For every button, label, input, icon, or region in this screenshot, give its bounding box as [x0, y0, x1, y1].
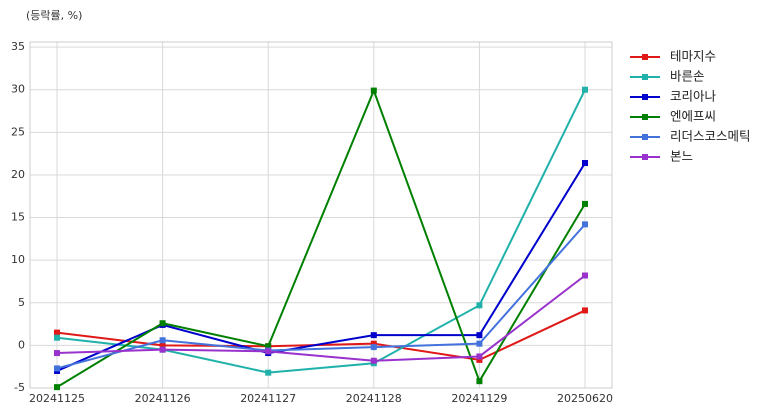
y-tick-label: 5 [18, 296, 25, 309]
point [582, 221, 588, 228]
point [476, 302, 483, 309]
legend-label: 코리아나 [670, 89, 717, 104]
legend-marker [642, 114, 648, 120]
point [265, 369, 272, 376]
point [54, 334, 60, 341]
legend-label: 엔에프씨 [670, 109, 716, 124]
x-tick-label: 20241126 [135, 392, 191, 405]
x-tick-label: 20241127 [240, 392, 296, 405]
y-axis-label: (등락률, %) [26, 9, 82, 22]
y-tick-label: 35 [11, 40, 25, 53]
point [370, 357, 377, 364]
series-line [56, 89, 586, 374]
point [476, 353, 483, 360]
point [476, 340, 483, 347]
legend-label: 테마지수 [670, 49, 716, 64]
legend-marker [642, 134, 648, 140]
point [370, 332, 377, 339]
y-tick-label: 20 [11, 168, 25, 181]
legend-marker [642, 94, 648, 100]
y-tick-label: 25 [11, 125, 25, 138]
series-line [56, 274, 586, 362]
point [54, 350, 60, 357]
x-tick-label: 20241128 [346, 392, 402, 405]
point [54, 365, 60, 372]
point [582, 307, 588, 314]
y-tick-label: 0 [18, 338, 25, 351]
point [476, 378, 483, 385]
y-tick-label: 30 [11, 83, 25, 96]
y-tick-label: 10 [11, 253, 25, 266]
point [582, 200, 588, 207]
point [476, 332, 483, 339]
point [370, 87, 377, 94]
point [476, 356, 483, 363]
legend-marker [642, 54, 648, 60]
legend-marker [642, 74, 648, 80]
point [582, 272, 588, 279]
plot-frame [29, 41, 613, 389]
legend-label: 바른손 [670, 69, 705, 84]
x-tick-label: 20241129 [451, 392, 507, 405]
series-line [56, 162, 586, 372]
point [265, 343, 272, 350]
point [159, 346, 166, 353]
series-line [56, 87, 586, 389]
point [582, 86, 588, 93]
legend-label: 본느 [670, 149, 693, 164]
point [159, 342, 166, 349]
point [159, 320, 166, 327]
series-line [56, 223, 586, 370]
legend-marker [642, 154, 648, 160]
point [582, 160, 588, 167]
x-tick-label: 20241125 [29, 392, 85, 405]
y-tick-label: -5 [14, 381, 25, 394]
point [159, 337, 166, 344]
point [370, 340, 377, 347]
legend-label: 리더스코스메틱 [670, 129, 751, 144]
point [54, 384, 60, 391]
point [370, 344, 377, 351]
point [54, 329, 60, 336]
point [265, 348, 272, 355]
x-tick-label: 20250620 [557, 392, 613, 405]
y-tick-label: 15 [11, 211, 25, 224]
